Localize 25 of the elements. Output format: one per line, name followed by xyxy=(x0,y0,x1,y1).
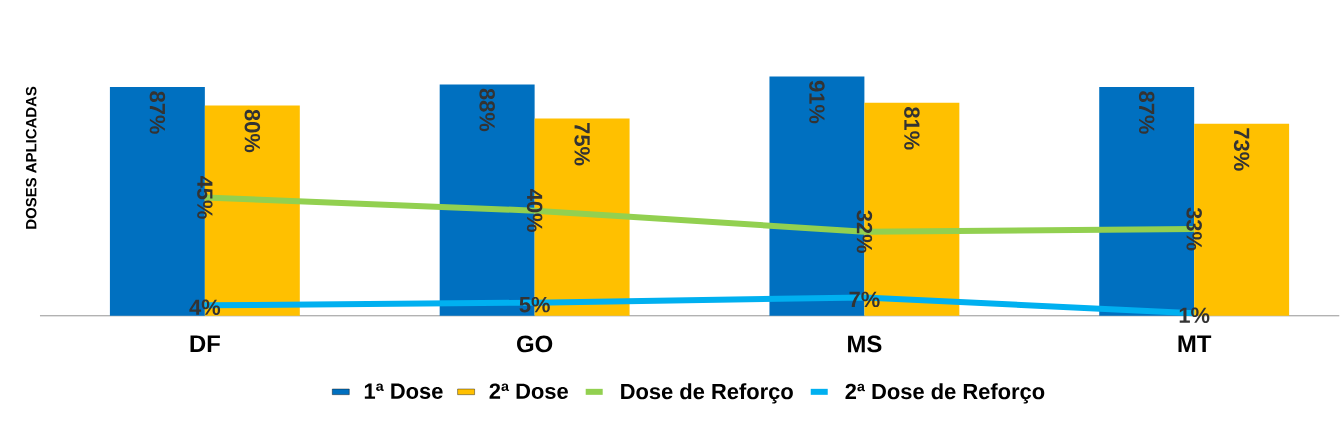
data-label: 7% xyxy=(849,291,880,308)
data-label: 88% xyxy=(479,88,495,132)
data-label: 4% xyxy=(189,299,221,316)
data-label: 75% xyxy=(574,123,590,166)
data-label: 5% xyxy=(519,297,550,313)
data-label: 73% xyxy=(1233,128,1250,171)
data-label: 80% xyxy=(244,109,261,153)
legend-label: 1ª Dose xyxy=(364,383,443,400)
data-label: 1% xyxy=(1179,307,1210,324)
data-label: 81% xyxy=(904,107,920,150)
legend-label: Dose de Reforço xyxy=(621,383,793,404)
data-label: 87% xyxy=(1138,91,1155,134)
x-tick-label: MS xyxy=(848,335,882,353)
legend-label: 2ª Dose xyxy=(489,383,568,400)
y-axis-title: DOSES APLICADAS xyxy=(25,86,37,229)
data-label: 91% xyxy=(809,80,825,124)
data-label: 87% xyxy=(149,91,166,134)
x-tick-label: MT xyxy=(1178,335,1212,353)
data-label: 45% xyxy=(197,176,213,219)
x-tick-label: DF xyxy=(190,335,220,353)
legend-label: 2ª Dose de Reforço xyxy=(845,383,1045,404)
x-tick-label: GO xyxy=(517,335,553,353)
data-label: 32% xyxy=(856,210,873,254)
data-label: 40% xyxy=(526,189,543,233)
data-label: 33% xyxy=(1186,207,1202,251)
